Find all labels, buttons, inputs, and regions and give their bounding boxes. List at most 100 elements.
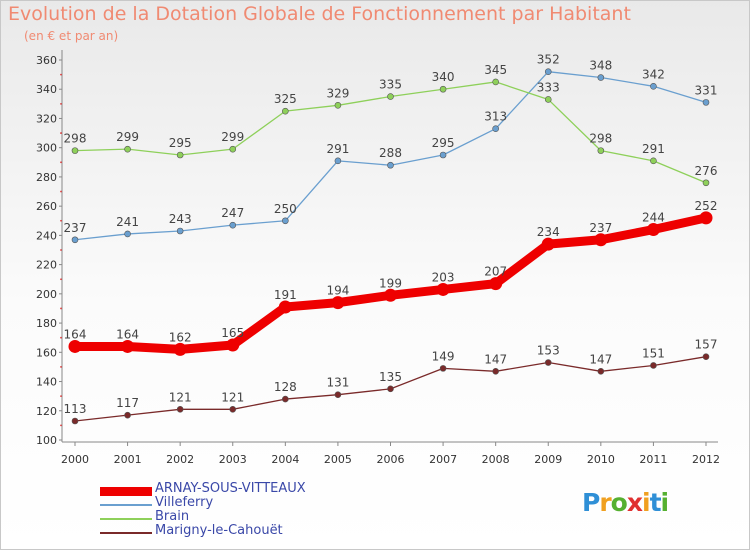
y-tick-label: 240: [36, 229, 57, 242]
legend-item-arnay-sous-vitteaux: ARNAY-SOUS-VITTEAUX: [100, 481, 400, 498]
data-label: 329: [326, 86, 349, 100]
data-point: [68, 339, 82, 353]
y-minor-tick: [60, 395, 62, 398]
data-point: [282, 107, 289, 115]
data-label: 164: [116, 327, 139, 341]
data-label: 313: [484, 110, 507, 124]
data-point: [650, 157, 657, 165]
data-point: [176, 406, 184, 413]
data-point: [334, 157, 342, 165]
data-label: 298: [589, 132, 612, 146]
series-marigny-le-cahoue-t: 113 117 121 121 128 131 135 149 147 153 147 151 157: [64, 338, 718, 425]
y-minor-tick: [60, 73, 62, 76]
y-tick-label: 340: [36, 83, 57, 96]
y-minor-tick: [60, 102, 62, 105]
data-label: 291: [642, 142, 665, 156]
data-label: 135: [379, 370, 402, 384]
legend-item-brain: Brain: [100, 509, 400, 526]
data-point: [597, 368, 605, 375]
y-tick-label: 360: [36, 54, 57, 67]
data-point: [334, 102, 342, 109]
data-label: 247: [221, 206, 244, 220]
data-point: [124, 145, 131, 153]
data-label: 298: [64, 132, 87, 146]
y-minor-tick: [60, 336, 62, 339]
data-point: [173, 342, 187, 356]
y-tick-label: 180: [36, 317, 57, 330]
data-label: 325: [274, 92, 297, 106]
data-label: 199: [379, 276, 402, 290]
data-point: [387, 161, 394, 169]
y-tick-label: 320: [36, 112, 57, 125]
data-label: 191: [274, 288, 297, 302]
data-label: 333: [537, 80, 560, 94]
data-point: [544, 96, 552, 103]
data-point: [278, 300, 292, 314]
x-tick-label: 2004: [271, 453, 299, 466]
data-label: 244: [642, 211, 665, 225]
data-label: 237: [64, 221, 87, 235]
legend-swatch: [100, 486, 152, 496]
x-tick-label: 2010: [587, 453, 615, 466]
data-label: 147: [484, 352, 507, 366]
data-point: [650, 362, 657, 369]
logo-letter: t: [649, 488, 662, 517]
data-label: 335: [379, 78, 402, 92]
data-point: [492, 78, 499, 86]
data-point: [226, 338, 240, 352]
y-minor-tick: [60, 132, 62, 134]
logo-letter: x: [626, 488, 643, 517]
data-label: 194: [326, 284, 349, 298]
legend-label: Marigny-le-Cahouët: [155, 523, 283, 538]
logo-letter: P: [582, 488, 600, 517]
proxiti-logo: Proxiti: [582, 488, 669, 517]
data-label: 147: [589, 352, 612, 366]
x-tick-label: 2008: [482, 453, 510, 466]
y-minor-tick: [60, 307, 62, 310]
data-point: [331, 296, 345, 310]
data-point: [334, 391, 342, 398]
logo-letter: i: [642, 488, 651, 517]
data-point: [384, 288, 397, 302]
legend: ARNAY-SOUS-VITTEAUX Villeferry Brain Marign…: [100, 481, 400, 540]
y-minor-tick: [60, 190, 62, 193]
data-label: 149: [432, 349, 455, 363]
legend-swatch: [100, 532, 152, 534]
data-point: [650, 83, 657, 90]
data-label: 348: [589, 59, 612, 73]
data-label: 250: [274, 202, 297, 216]
data-point: [541, 237, 555, 251]
y-tick-label: 160: [36, 346, 57, 359]
data-point: [492, 125, 499, 132]
data-label: 299: [221, 130, 244, 144]
data-point: [229, 145, 237, 153]
data-point: [229, 221, 237, 229]
data-point: [71, 236, 79, 244]
legend-swatch: [100, 504, 152, 506]
data-label: 203: [432, 270, 455, 284]
legend-item-marigny-le-cahoue-t: Marigny-le-Cahouët: [100, 523, 400, 540]
data-label: 128: [274, 380, 297, 394]
data-point: [124, 411, 131, 419]
y-tick-label: 100: [36, 434, 57, 447]
data-label: 207: [484, 265, 507, 279]
y-tick-label: 120: [36, 405, 57, 418]
x-tick-label: 2005: [324, 453, 352, 466]
data-point: [489, 277, 503, 291]
y-minor-tick: [60, 424, 62, 427]
y-tick-label: 140: [36, 376, 57, 389]
data-label: 157: [695, 338, 718, 352]
data-label: 331: [695, 83, 718, 97]
y-minor-tick: [60, 161, 62, 164]
legend-label: ARNAY-SOUS-VITTEAUX: [155, 481, 306, 496]
data-label: 131: [326, 376, 349, 390]
data-point: [229, 406, 237, 413]
data-label: 241: [116, 215, 139, 229]
data-point: [699, 211, 713, 225]
logo-letter: o: [610, 488, 628, 517]
data-point: [282, 217, 289, 225]
data-label: 117: [116, 396, 139, 410]
legend-swatch: [100, 518, 152, 520]
data-point: [439, 151, 447, 159]
